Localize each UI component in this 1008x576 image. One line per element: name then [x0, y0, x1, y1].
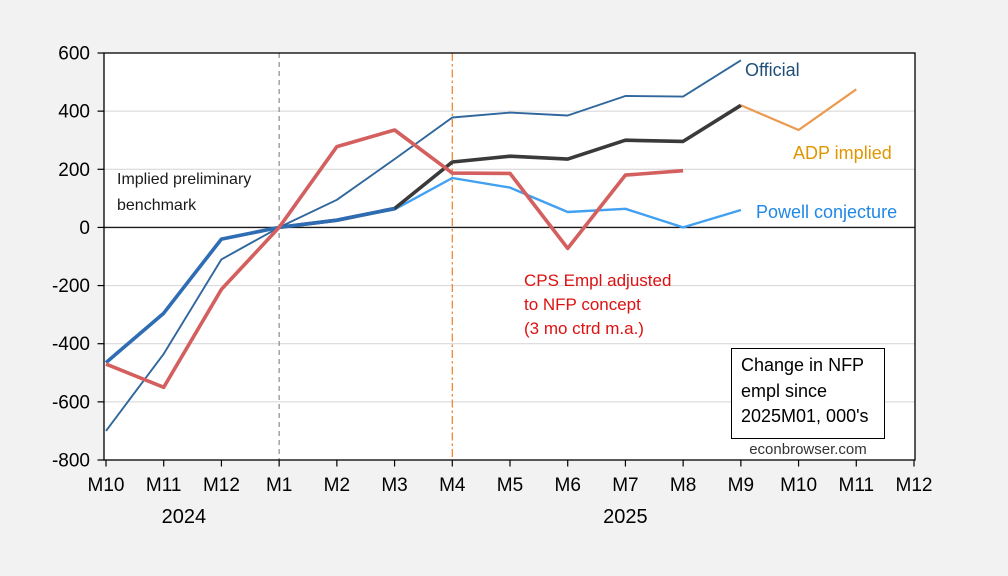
- x-tick-label: M9: [728, 475, 754, 496]
- x-tick-label: M3: [381, 475, 407, 496]
- cps-series-label: CPS Empl adjusted to NFP concept (3 mo c…: [524, 269, 671, 341]
- chart-title-line2: empl since: [741, 380, 828, 401]
- x-tick-label: M5: [497, 475, 523, 496]
- chart-title-box: Change in NFP empl since 2025M01, 000's: [731, 348, 885, 439]
- implied-benchmark-label-line1: Implied preliminary: [117, 171, 252, 188]
- x-tick-label: M7: [612, 475, 638, 496]
- implied-benchmark-label-line2: benchmark: [117, 197, 197, 214]
- adp-implied-series-label: ADP implied: [793, 143, 892, 163]
- series-official-line: [105, 59, 742, 432]
- x-tick-label: M12: [896, 475, 933, 496]
- series-implied-benchmark-2024-line: [104, 206, 395, 364]
- y-tick-label: -600: [52, 392, 90, 413]
- x-tick-label: M11: [146, 475, 182, 496]
- x-tick-label: M12: [203, 475, 240, 496]
- plot-border: [103, 52, 916, 461]
- y-tick-label: -400: [52, 334, 90, 355]
- source-credit: econbrowser.com: [749, 441, 867, 458]
- series-cps-adjusted-line: [105, 128, 684, 390]
- cps-series-label-line1: CPS Empl adjusted: [524, 271, 672, 290]
- x-tick-label: M4: [439, 475, 466, 496]
- chart-title-line1: Change in NFP: [741, 355, 865, 375]
- cps-series-label-line3: (3 mo ctrd m.a.): [524, 319, 644, 338]
- y-tick-label: -800: [52, 451, 90, 472]
- powell-conjecture-series-label: Powell conjecture: [756, 202, 898, 222]
- cps-series-label-line2: to NFP concept: [524, 295, 641, 314]
- chart-title-line3: 2025M01, 000's: [741, 406, 869, 426]
- y-tick-label: 200: [58, 160, 90, 181]
- x-tick-label: M10: [88, 475, 125, 496]
- series-adp-implied-line: [740, 88, 857, 132]
- year-label: 2024: [162, 506, 207, 528]
- x-tick-label: M11: [839, 475, 875, 496]
- y-tick-label: -200: [52, 276, 90, 297]
- x-tick-label: M1: [266, 475, 292, 496]
- y-tick-label: 600: [58, 44, 90, 65]
- y-tick-label: 0: [79, 218, 90, 239]
- x-tick-label: M2: [324, 475, 350, 496]
- implied-benchmark-label: Implied preliminary benchmark: [117, 167, 251, 219]
- year-label: 2025: [603, 506, 648, 528]
- official-series-label: Official: [745, 60, 800, 80]
- x-tick-label: M8: [670, 475, 696, 496]
- x-tick-label: M6: [555, 475, 581, 496]
- y-tick-label: 400: [58, 102, 90, 123]
- x-tick-label: M10: [780, 475, 817, 496]
